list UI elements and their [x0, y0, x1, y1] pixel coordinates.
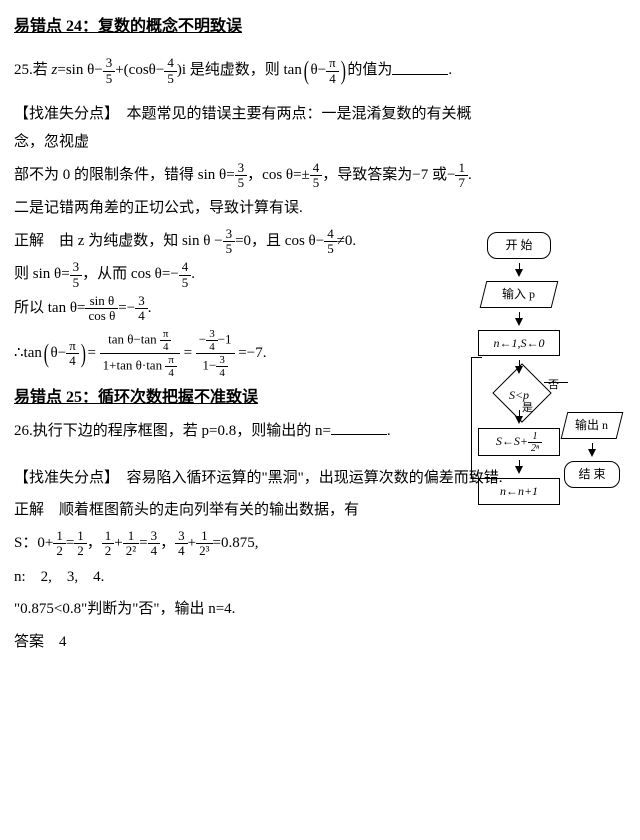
fc-end: 结 束 — [564, 461, 620, 488]
fc-inc: n←n+1 — [478, 478, 560, 505]
sol25-S: S：0+12=12，12+12²=34，34+12³=0.875, — [14, 529, 626, 559]
sol25-ans: 答案 4 — [14, 628, 626, 657]
fc-update: S←S+12ⁿ — [478, 428, 560, 456]
hint24-l1: 【找准失分点】 本题常见的错误主要有两点：一是混淆复数的有关概念，忽视虚 — [14, 100, 482, 157]
blank-26[interactable] — [331, 419, 387, 435]
sec24-title: 易错点 24：复数的概念不明致误 — [14, 18, 242, 35]
fc-input: 输入 p — [480, 281, 559, 308]
sol24-l1: 正解 由 z 为纯虚数，知 sin θ −35=0，且 cos θ−45≠0. — [14, 227, 482, 257]
fc-init: n←1,S←0 — [478, 330, 560, 357]
sol24-l3: 所以 tan θ=sin θcos θ=−34. — [14, 294, 482, 324]
fc-start: 开 始 — [487, 232, 551, 259]
flowchart: 开 始 输入 p n←1,S←0 S<p 否 是 S←S+12ⁿ n←n+1 输… — [474, 228, 624, 509]
sol25-judge: "0.875<0.8"判断为"否"，输出 n=4. — [14, 595, 626, 624]
q25: 25.若 z=sin θ−35+(cosθ−45)i 是纯虚数，则 tan(θ−… — [14, 46, 482, 95]
sol24-l2: 则 sin θ=35，从而 cos θ=−45. — [14, 260, 482, 290]
sol25-n: n: 2, 3, 4. — [14, 563, 626, 592]
hint24-l3: 二是记错两角差的正切公式，导致计算有误. — [14, 194, 482, 223]
fc-cond: S<p — [489, 378, 549, 406]
blank-25[interactable] — [392, 59, 448, 75]
sol24-final: ∴tan(θ−π4)= tan θ−tan π41+tan θ·tan π4 =… — [14, 328, 482, 379]
sec25-title: 易错点 25：循环次数把握不准致误 — [14, 389, 258, 406]
hint24-l2: 部不为 0 的限制条件，错得 sin θ=35，cos θ=±45，导致答案为−… — [14, 161, 482, 191]
fc-output: 输出 n — [561, 412, 624, 439]
